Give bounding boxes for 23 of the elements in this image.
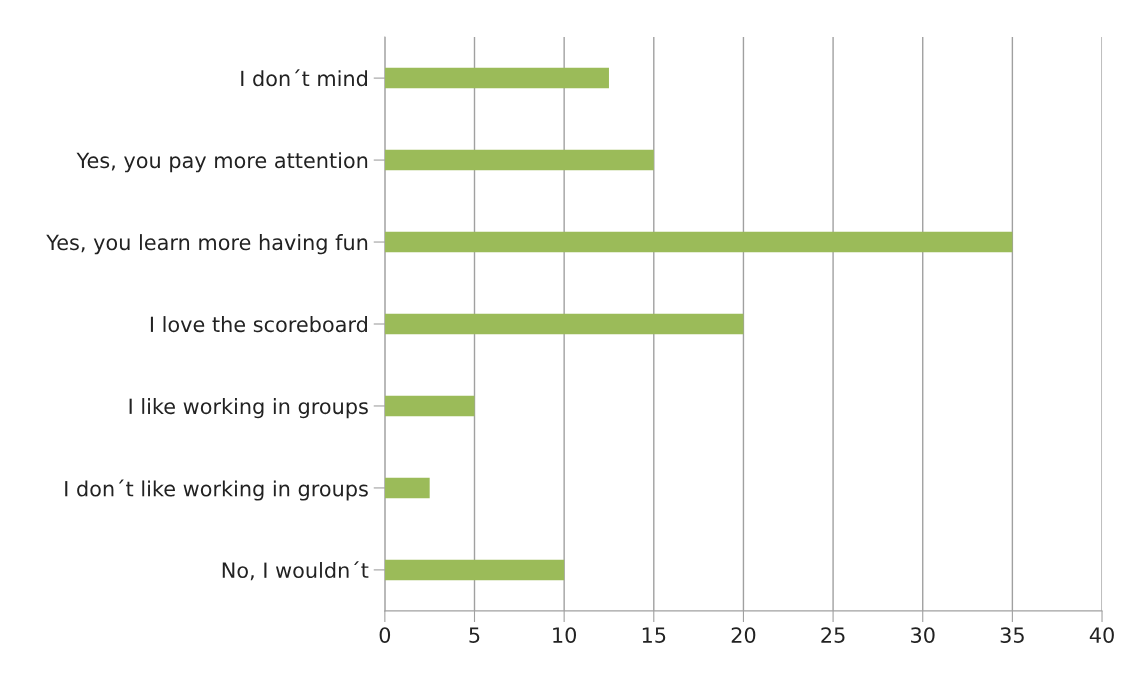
x-tick-label: 25 [821, 627, 845, 643]
bar [384, 231, 1013, 253]
y-tick-label: Yes, you learn more having fun [46, 234, 368, 255]
bar [384, 559, 565, 581]
x-tick-label: 40 [1089, 627, 1114, 643]
bar [384, 313, 744, 335]
bar [384, 395, 475, 417]
x-tick-label: 35 [1000, 627, 1024, 643]
bar [384, 149, 654, 171]
bar [384, 67, 609, 89]
x-tick-label: 10 [553, 627, 577, 643]
x-tick-label: 5 [469, 627, 480, 643]
y-tick-label: I don´t like working in groups [65, 479, 368, 501]
y-tick-label: No, I wouldn´t [222, 561, 369, 581]
bar [384, 477, 430, 499]
y-tick-label: Yes, you pay more attention [76, 152, 368, 173]
y-tick-label: I like working in groups [129, 398, 368, 419]
y-tick-label: I don´t mind [241, 69, 367, 87]
x-tick-label: 0 [379, 627, 391, 643]
x-tick-label: 20 [731, 627, 756, 643]
x-tick-label: 15 [642, 627, 666, 643]
y-tick-label: I love the scoreboard [150, 316, 367, 333]
x-tick-label: 30 [911, 627, 935, 643]
